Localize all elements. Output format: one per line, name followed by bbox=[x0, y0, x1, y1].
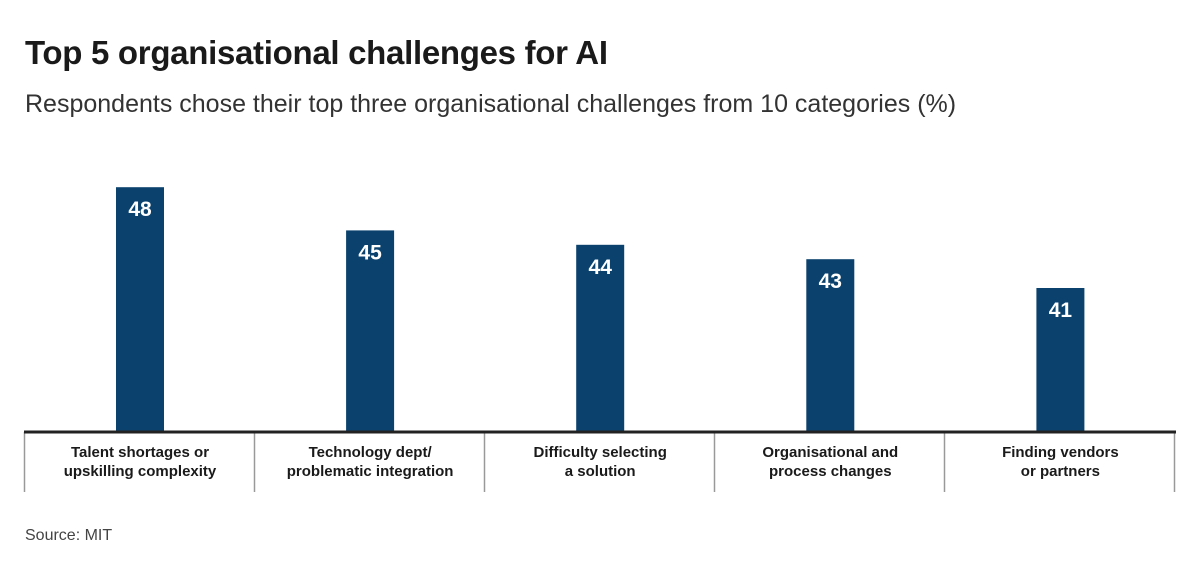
data-label: 43 bbox=[819, 270, 842, 293]
data-label: 44 bbox=[589, 256, 613, 279]
category-label: process changes bbox=[769, 463, 892, 480]
source-note: Source: MIT bbox=[25, 527, 113, 544]
category-label: upskilling complexity bbox=[64, 463, 217, 480]
bar bbox=[116, 187, 164, 432]
bar bbox=[1036, 288, 1085, 432]
category-label: Technology dept/ bbox=[309, 444, 433, 461]
chart-subtitle: Respondents chose their top three organi… bbox=[25, 90, 957, 118]
data-label: 41 bbox=[1049, 299, 1073, 322]
chart-title: Top 5 organisational challenges for AI bbox=[25, 34, 608, 71]
category-label: or partners bbox=[1021, 463, 1100, 480]
category-label: Talent shortages or bbox=[71, 444, 209, 461]
bar bbox=[346, 230, 395, 432]
data-label: 45 bbox=[358, 241, 382, 264]
category-label: Finding vendors bbox=[1002, 444, 1119, 461]
category-label: a solution bbox=[565, 463, 636, 480]
category-label: problematic integration bbox=[287, 463, 454, 480]
bar bbox=[576, 244, 625, 432]
data-label: 48 bbox=[128, 198, 152, 221]
category-label: Difficulty selecting bbox=[534, 444, 667, 461]
bar bbox=[806, 259, 855, 432]
category-label: Organisational and bbox=[762, 444, 898, 461]
